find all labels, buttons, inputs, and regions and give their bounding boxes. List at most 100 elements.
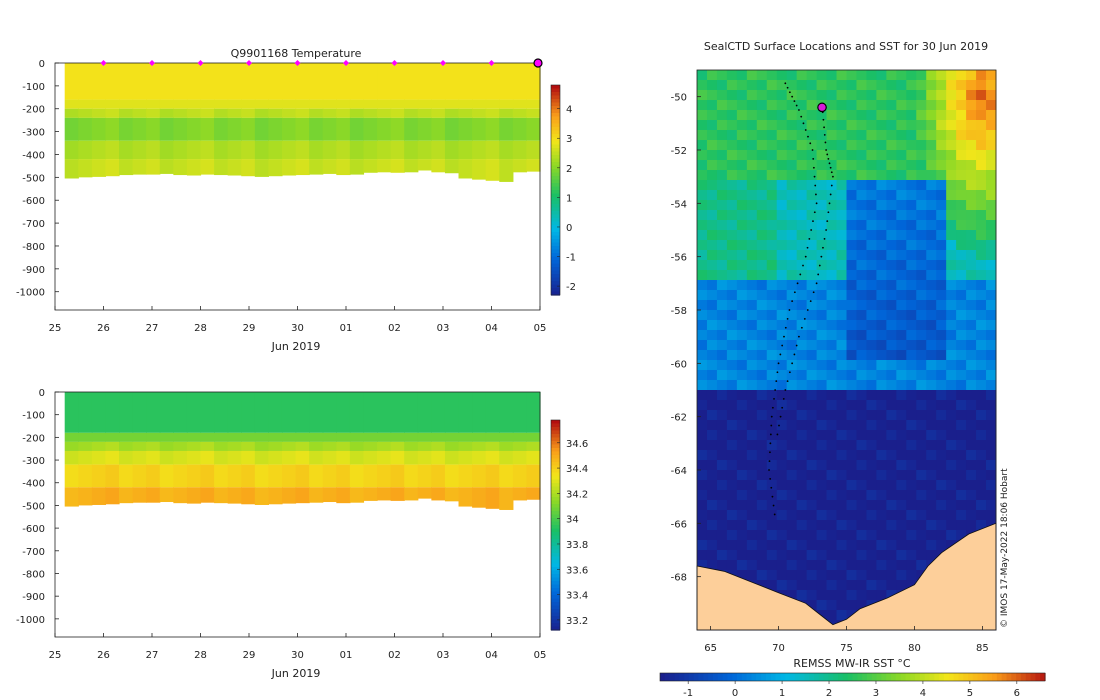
- sst-cell: [916, 560, 927, 571]
- sst-cell: [697, 200, 708, 211]
- sst-colorbar-segment: [717, 673, 724, 681]
- sst-cell: [906, 130, 917, 141]
- s-profile-cell: [336, 450, 351, 465]
- t-profile-cell: [499, 108, 514, 118]
- sst-cell: [726, 440, 738, 451]
- sst-cell: [956, 110, 967, 121]
- map-lat-tick-label: -56: [671, 253, 687, 264]
- sst-cell: [836, 260, 847, 271]
- s-profile-cell: [227, 392, 242, 433]
- sst-cell: [846, 600, 857, 611]
- sst-cell: [796, 390, 808, 401]
- sst-cell: [976, 150, 987, 161]
- sst-cell: [697, 430, 708, 441]
- t-colorbar-segment: [551, 130, 560, 135]
- sst-cell: [786, 250, 798, 261]
- sst-cell: [756, 260, 768, 271]
- sst-colorbar-segment: [924, 673, 931, 681]
- sst-cell: [806, 410, 818, 421]
- s-profile-cell: [417, 441, 432, 451]
- t-colorbar-segment: [551, 200, 560, 205]
- t-profile-cell: [227, 117, 242, 141]
- sst-cell: [776, 520, 788, 531]
- sst-cell: [836, 350, 847, 361]
- t-colorbar-segment: [551, 228, 560, 233]
- sst-cell: [796, 350, 808, 361]
- sst-cell: [936, 430, 947, 441]
- s-profile-cell: [322, 441, 337, 451]
- sst-cell: [796, 330, 808, 341]
- sst-cell: [866, 440, 877, 451]
- sst-cell: [886, 90, 897, 101]
- sst-cell: [697, 510, 708, 521]
- s-profile-cell: [268, 441, 283, 451]
- sst-cell: [836, 70, 847, 81]
- s-profile-cell: [349, 487, 365, 503]
- sst-cell: [836, 140, 847, 151]
- t-profile-cell: [132, 159, 147, 175]
- sst-cell: [806, 230, 818, 241]
- sst-cell: [936, 140, 947, 151]
- sst-cell: [946, 510, 957, 521]
- seal-track-point: [809, 300, 812, 303]
- t-profile-cell: [268, 99, 283, 109]
- sst-cell: [916, 540, 927, 551]
- sst-cell: [916, 150, 927, 161]
- sst-colorbar-segment: [1011, 673, 1017, 681]
- sst-cell: [726, 120, 738, 131]
- s-profile-cell: [241, 487, 256, 505]
- sst-colorbar-segment: [881, 673, 887, 681]
- sst-cell: [776, 540, 788, 551]
- t-colorbar-segment: [551, 221, 560, 226]
- t-colorbar-segment: [551, 99, 560, 104]
- sst-cell: [886, 300, 897, 311]
- s-x-tick-label: 04: [485, 650, 498, 661]
- sst-cell: [906, 350, 917, 361]
- s-colorbar-segment: [551, 469, 560, 474]
- t-profile-cell: [132, 108, 147, 118]
- sst-cell: [966, 500, 977, 511]
- sst-cell: [846, 350, 857, 361]
- t-profile-cell: [390, 117, 405, 141]
- sst-cell: [746, 220, 758, 231]
- s-profile-cell: [159, 392, 174, 433]
- s-profile-cell: [444, 450, 460, 465]
- sst-cell: [726, 530, 738, 541]
- sst-cell: [846, 220, 857, 231]
- sst-cell: [946, 380, 957, 391]
- s-y-tick-label: -200: [22, 433, 45, 444]
- sst-cell: [816, 340, 828, 351]
- s-profile-cell: [159, 441, 174, 451]
- sst-cell: [736, 120, 748, 131]
- s-profile-cell: [186, 450, 202, 465]
- t-colorbar-segment: [551, 281, 560, 286]
- sst-cell: [697, 360, 708, 371]
- sst-cell: [856, 280, 867, 291]
- sst-colorbar-segment: [857, 673, 863, 681]
- sst-cell: [986, 370, 997, 381]
- t-colorbar-tick-label: 1: [566, 193, 572, 204]
- sst-cell: [856, 130, 867, 141]
- sst-cell: [866, 390, 877, 401]
- sst-colorbar-segment: [688, 673, 695, 681]
- t-colorbar-segment: [551, 225, 560, 230]
- sst-cell: [816, 240, 828, 251]
- sst-cell: [966, 370, 977, 381]
- sst-cell: [866, 450, 877, 461]
- seal-track-point: [824, 141, 827, 144]
- t-colorbar-segment: [551, 284, 560, 289]
- sst-cell: [716, 150, 728, 161]
- sst-cell: [776, 210, 788, 221]
- seal-track-point: [825, 229, 828, 231]
- sst-cell: [866, 220, 877, 231]
- sst-cell: [936, 80, 947, 91]
- t-profile-cell: [173, 140, 188, 160]
- sst-cell: [776, 310, 788, 321]
- sst-cell: [806, 120, 818, 131]
- sst-cell: [766, 110, 778, 121]
- sst-cell: [946, 360, 957, 371]
- sst-cell: [736, 270, 748, 281]
- sst-cell: [906, 540, 917, 551]
- sst-cell: [706, 170, 718, 181]
- t-profile-cell: [64, 108, 79, 118]
